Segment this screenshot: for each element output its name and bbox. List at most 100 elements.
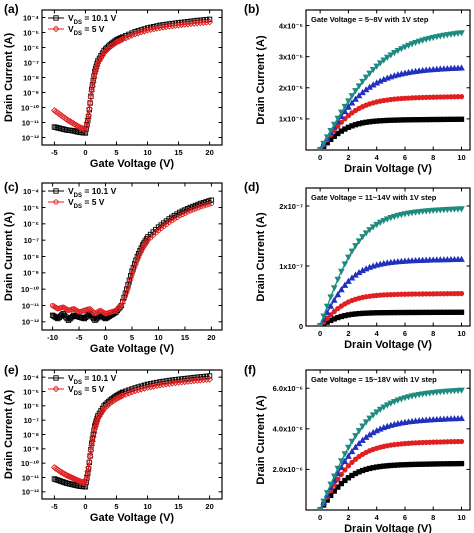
- legend-sub: DS: [74, 20, 82, 26]
- data-point: [355, 92, 363, 99]
- data-point: [84, 467, 92, 475]
- data-point: [398, 212, 405, 219]
- data-point: [99, 407, 106, 415]
- data-point: [172, 377, 179, 383]
- chart-panel-e: (e) -5 0 5 10 15 20 10⁻¹² 10⁻¹¹ 10⁻¹⁰ 10⁻⁹ 10⁻⁸ 10⁻⁷…: [3, 363, 223, 524]
- y-tick-label: 10⁻⁶: [23, 43, 39, 52]
- data-layer: [316, 30, 465, 150]
- annotation-text: Gate Voltage = 11~14V with 1V step: [311, 193, 437, 202]
- data-point: [348, 447, 356, 455]
- legend-entry: VDS = 10.1 V: [68, 373, 117, 386]
- data-point: [451, 31, 458, 38]
- y-axis-title: Drain Current (A): [255, 212, 267, 302]
- data-point: [150, 25, 158, 33]
- data-point: [206, 375, 214, 383]
- annotation-text: Gate Voltage = 15~18V with 1V step: [311, 375, 437, 384]
- data-point: [458, 30, 465, 37]
- plot-frame: [305, 369, 471, 511]
- data-point: [185, 375, 191, 381]
- chart-panel-c: (c) -10 -5 0 5 10 15 20 10⁻¹² 10⁻¹¹ 10⁻¹⁰ 10⁻⁹ 10⁻⁸ 1…: [3, 180, 223, 355]
- y-tick-label: 10⁻⁵: [23, 387, 39, 396]
- data-point: [122, 293, 129, 299]
- data-point: [88, 437, 96, 445]
- data-point: [362, 230, 370, 237]
- legend-marker: [52, 385, 60, 393]
- data-point: [320, 140, 328, 148]
- data-point: [342, 477, 348, 484]
- data-point: [147, 383, 155, 391]
- data-point: [114, 38, 122, 45]
- data-point: [323, 490, 331, 497]
- data-point: [90, 74, 98, 82]
- data-point: [316, 507, 324, 510]
- data-point: [412, 39, 419, 47]
- legend-v: V: [68, 186, 74, 196]
- data-point: [352, 433, 359, 440]
- data-point: [195, 205, 201, 211]
- data-point: [144, 26, 151, 34]
- data-point: [121, 296, 127, 302]
- data-point: [128, 31, 136, 39]
- data-point: [412, 392, 419, 399]
- x-tick-label: -10: [47, 333, 58, 342]
- x-tick-label: 4: [375, 513, 380, 522]
- data-point: [419, 391, 426, 398]
- data-point: [89, 78, 97, 86]
- legend-rest: = 5 V: [82, 384, 105, 394]
- data-point: [57, 468, 65, 476]
- data-point: [140, 27, 148, 35]
- y-tick-label: 10⁻⁴: [23, 13, 39, 22]
- data-point: [171, 216, 178, 222]
- data-layer: [316, 206, 465, 326]
- data-point: [359, 234, 366, 241]
- x-tick-label: 0: [83, 502, 87, 511]
- data-point: [345, 444, 352, 451]
- x-tick-label: 0: [318, 329, 322, 338]
- data-point: [349, 110, 355, 116]
- data-point: [338, 480, 344, 487]
- data-point: [162, 23, 170, 31]
- x-tick-label: 10: [143, 502, 151, 511]
- data-point: [117, 36, 125, 44]
- data-point: [401, 395, 409, 402]
- chart-panel-d: (d) 0 2 4 6 8 10 0 1x10⁻⁷ 2x10⁻⁷ Drain Voltage (V)…: [244, 180, 471, 351]
- x-axis-title: Gate Voltage (V): [90, 158, 174, 170]
- data-point: [194, 374, 200, 380]
- data-point: [405, 394, 412, 401]
- data-point: [341, 261, 349, 268]
- data-point: [190, 377, 198, 385]
- data-point: [203, 202, 209, 208]
- x-tick-label: 0: [83, 148, 87, 157]
- legend-entry: VDS = 5 V: [68, 384, 105, 397]
- x-tick-label: 0: [318, 513, 322, 522]
- y-tick-label: 10⁻⁹: [23, 88, 39, 97]
- data-point: [122, 34, 130, 42]
- data-point: [168, 22, 176, 30]
- data-point: [345, 103, 352, 110]
- data-point: [131, 30, 139, 38]
- data-point: [352, 456, 359, 462]
- legend-sub: DS: [74, 204, 82, 210]
- data-point: [355, 83, 363, 90]
- y-tick-label: 10⁻⁶: [23, 402, 39, 411]
- data-point: [119, 392, 127, 399]
- data-point: [88, 83, 96, 91]
- y-tick-label: 10⁻⁸: [23, 252, 39, 261]
- data-point: [87, 93, 95, 101]
- panel-label: (e): [4, 363, 19, 377]
- y-tick-label: 0: [299, 322, 303, 331]
- data-point: [82, 126, 89, 134]
- data-point: [184, 377, 192, 385]
- data-point: [394, 47, 402, 55]
- y-tick-label: 2x10⁻⁵: [279, 84, 304, 93]
- data-point: [178, 21, 186, 29]
- data-point: [135, 254, 142, 260]
- annotation-text: Gate Voltage = 5~8V with 1V step: [311, 15, 429, 24]
- data-point: [172, 22, 179, 29]
- x-tick-label: 15: [174, 502, 182, 511]
- data-point: [391, 398, 398, 406]
- data-point: [153, 24, 161, 32]
- data-point: [426, 35, 434, 42]
- data-point: [376, 60, 384, 67]
